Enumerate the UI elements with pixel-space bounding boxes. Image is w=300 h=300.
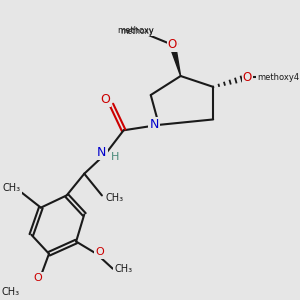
Text: O: O [243,72,251,82]
Text: CH₃: CH₃ [114,264,132,274]
Text: CH₃: CH₃ [105,193,123,202]
Text: O: O [95,248,104,257]
Text: O: O [100,93,110,106]
Text: N: N [149,118,159,131]
Text: H: H [110,152,119,162]
Text: N: N [97,146,106,158]
Text: O: O [34,273,43,283]
Text: O: O [242,71,252,84]
Text: methoxy4: methoxy4 [257,73,299,82]
Text: CH₃: CH₃ [2,183,21,193]
Polygon shape [169,44,181,76]
Text: methoxy: methoxy [117,26,154,35]
Text: methoxy: methoxy [121,27,154,36]
Text: O: O [168,38,177,51]
Text: O: O [169,40,178,50]
Text: CH₃: CH₃ [1,287,19,297]
